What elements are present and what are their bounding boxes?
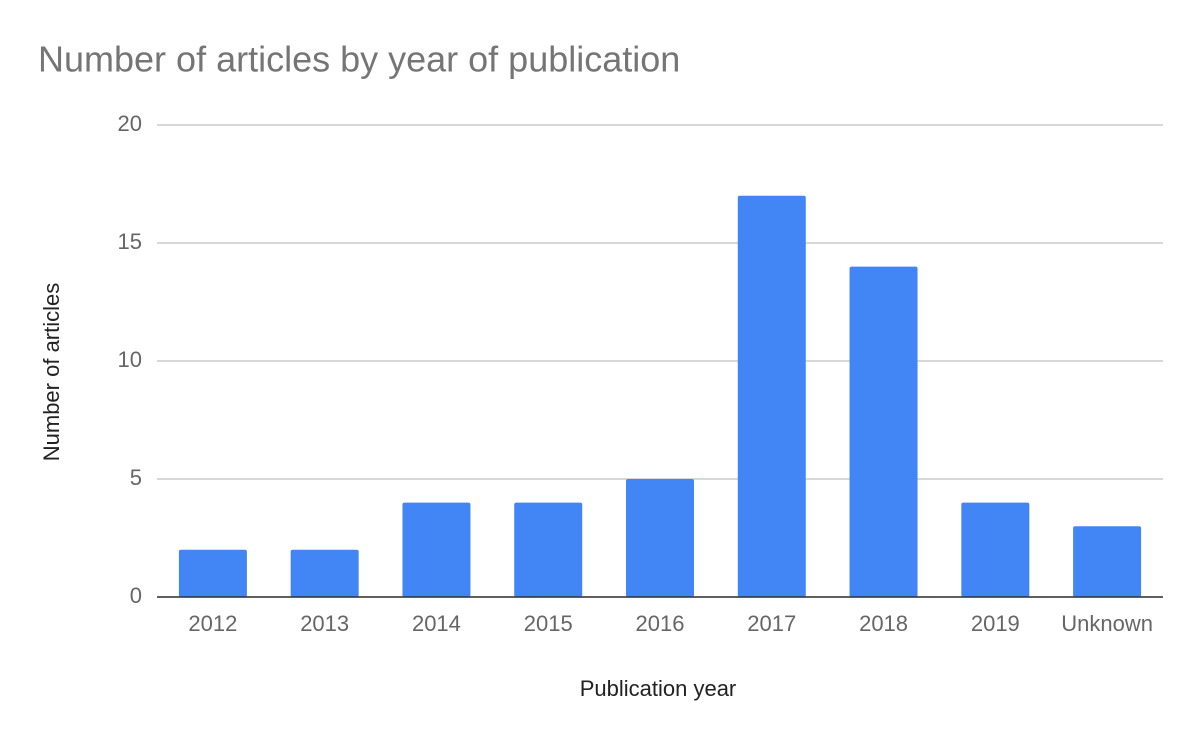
x-tick-label: 2015 [524, 611, 573, 636]
y-tick-label: 5 [130, 465, 142, 490]
x-tick-label: 2014 [412, 611, 461, 636]
bar [178, 549, 247, 597]
chart-title: Number of articles by year of publicatio… [38, 39, 680, 80]
bar [961, 502, 1030, 597]
bar [626, 479, 694, 597]
x-tick-label: 2012 [188, 611, 237, 636]
bar [1073, 526, 1142, 597]
x-tick-label: 2013 [300, 611, 349, 636]
bar [737, 195, 806, 598]
bar [849, 266, 918, 597]
y-axis-label: Number of articles [39, 283, 64, 462]
x-tick-label: 2016 [636, 611, 685, 636]
bar [514, 502, 583, 597]
bar [290, 549, 359, 597]
bar [402, 502, 471, 597]
y-tick-label: 0 [130, 583, 142, 608]
x-tick-label: 2017 [747, 611, 796, 636]
y-tick-label: 10 [118, 347, 142, 372]
y-tick-label: 15 [118, 229, 142, 254]
x-tick-label: Unknown [1061, 611, 1153, 636]
x-tick-label: 2018 [859, 611, 908, 636]
x-tick-label: 2019 [971, 611, 1020, 636]
x-axis-label: Publication year [580, 676, 737, 701]
y-tick-label: 20 [118, 111, 142, 136]
